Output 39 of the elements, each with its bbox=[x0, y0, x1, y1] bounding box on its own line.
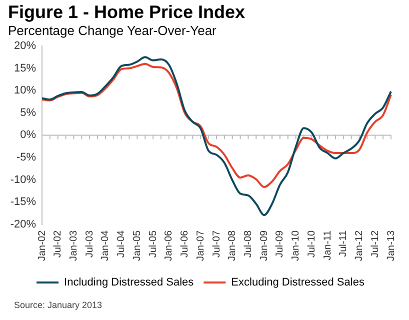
x-tick-label: Jan-10 bbox=[290, 230, 302, 261]
x-tick-label: Jul-11 bbox=[338, 230, 350, 257]
x-tick-label: Jan-04 bbox=[100, 230, 112, 261]
x-tick-label: Jul-06 bbox=[180, 230, 191, 258]
line-series bbox=[41, 62, 392, 188]
y-tick-label: 5% bbox=[20, 106, 36, 119]
y-tick-label: 15% bbox=[14, 62, 36, 74]
x-tick-label: Jul-12 bbox=[370, 230, 381, 258]
source-note: Source: January 2013 bbox=[14, 300, 102, 310]
x-tick-label: Jul-04 bbox=[116, 230, 128, 258]
x-tick-label: Jan-03 bbox=[68, 230, 80, 261]
x-tick-label: Jul-05 bbox=[148, 230, 159, 258]
y-tick-label: 20% bbox=[14, 40, 36, 52]
x-tick-label: Jan-06 bbox=[164, 230, 175, 261]
y-tick-label: -15% bbox=[10, 196, 36, 208]
x-tick-label: Jul-08 bbox=[242, 230, 254, 258]
x-tick-label: Jan-05 bbox=[132, 230, 143, 261]
x-tick-label: Jan-13 bbox=[386, 230, 397, 261]
x-tick-label: Jan-02 bbox=[36, 230, 48, 261]
y-tick-label: -20% bbox=[10, 218, 36, 230]
x-tick-label: Jan-08 bbox=[227, 230, 238, 261]
x-tick-label: Jul-10 bbox=[306, 230, 318, 258]
x-tick-label: Jan-11 bbox=[322, 230, 334, 260]
chart-subtitle: Percentage Change Year-Over-Year bbox=[8, 23, 216, 38]
y-tick-label: -5% bbox=[16, 152, 36, 164]
x-tick-label: Jul-03 bbox=[84, 230, 96, 258]
chart-title: Figure 1 - Home Price Index bbox=[8, 2, 246, 23]
y-tick-label: 0% bbox=[20, 129, 36, 142]
y-tick-label: 10% bbox=[14, 84, 36, 97]
line-series bbox=[41, 56, 392, 216]
y-tick-label: -10% bbox=[10, 174, 36, 186]
x-tick-label: Jul-09 bbox=[274, 230, 286, 258]
x-tick-label: Jan-07 bbox=[195, 230, 206, 261]
x-tick-label: Jan-09 bbox=[258, 230, 270, 261]
legend-label: Including Distressed Sales bbox=[64, 276, 194, 289]
x-tick-label: Jul-07 bbox=[211, 230, 222, 258]
legend-label: Excluding Distressed Sales bbox=[231, 276, 365, 289]
x-tick-label: Jul-02 bbox=[52, 230, 64, 258]
x-tick-label: Jan-12 bbox=[354, 230, 366, 261]
